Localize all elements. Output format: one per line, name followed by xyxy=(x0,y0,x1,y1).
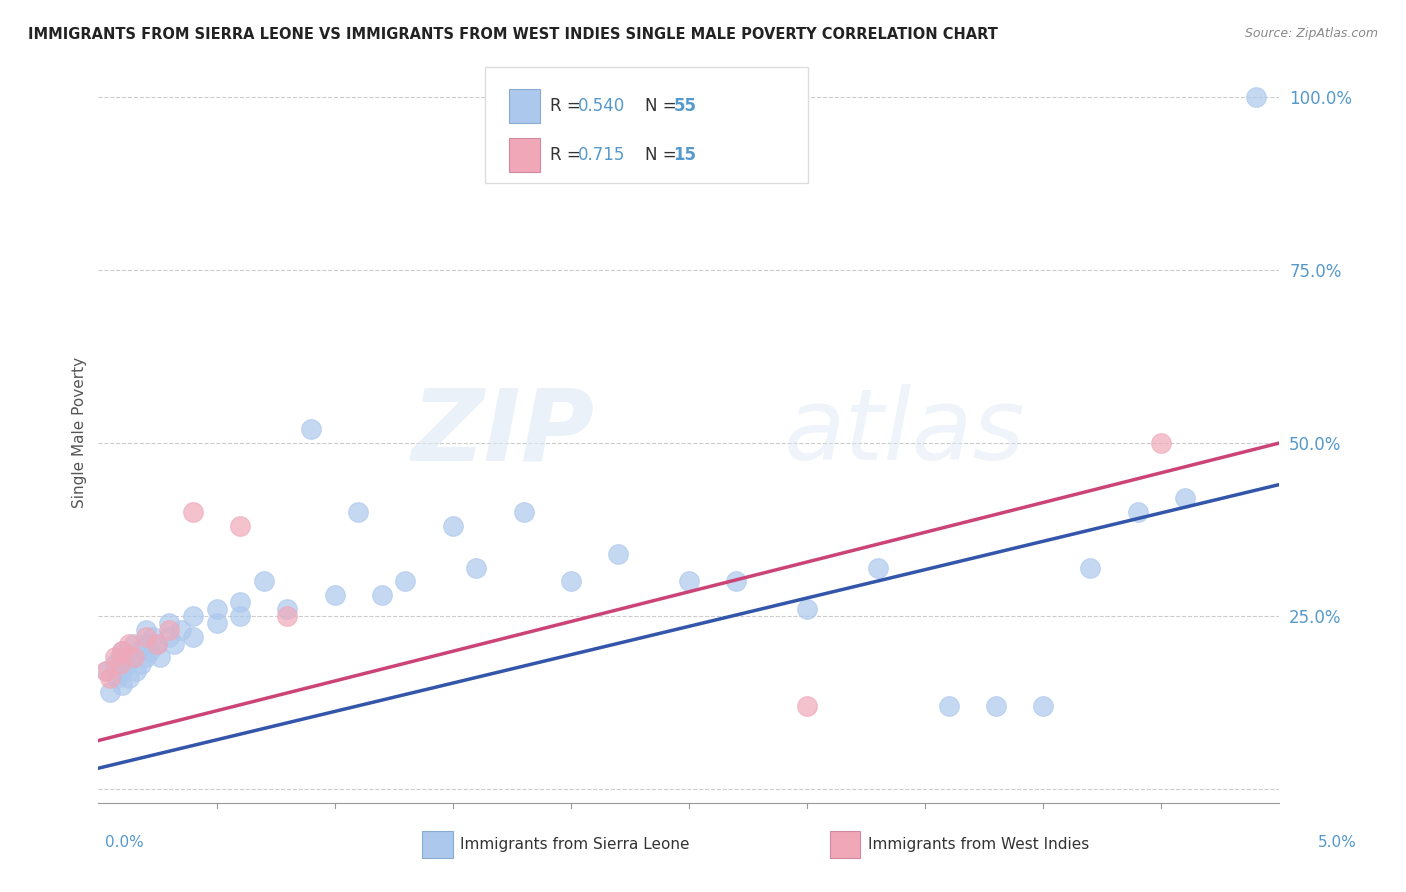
Point xyxy=(725,574,748,589)
Point xyxy=(157,630,180,644)
Point xyxy=(142,630,165,644)
Point xyxy=(146,637,169,651)
Point xyxy=(129,657,152,672)
Point xyxy=(163,637,186,651)
Point xyxy=(512,505,534,519)
Point xyxy=(796,698,818,713)
Point xyxy=(115,657,138,672)
Point xyxy=(146,637,169,651)
Text: IMMIGRANTS FROM SIERRA LEONE VS IMMIGRANTS FROM WEST INDIES SINGLE MALE POVERTY : IMMIGRANTS FROM SIERRA LEONE VS IMMIGRAN… xyxy=(28,27,998,42)
Point xyxy=(205,615,228,630)
Text: Immigrants from West Indies: Immigrants from West Indies xyxy=(868,838,1088,852)
Point xyxy=(105,671,128,685)
Point xyxy=(205,602,228,616)
Point xyxy=(607,547,630,561)
Point xyxy=(118,671,141,685)
Text: N =: N = xyxy=(645,96,682,114)
Text: 0.0%: 0.0% xyxy=(105,836,145,850)
Point xyxy=(299,422,322,436)
Point xyxy=(111,678,134,692)
Point xyxy=(108,657,131,672)
Point xyxy=(181,609,204,624)
Point xyxy=(128,643,150,657)
Point xyxy=(125,665,148,679)
Point xyxy=(135,623,157,637)
Point xyxy=(98,685,121,699)
Point xyxy=(465,560,488,574)
Point xyxy=(181,505,204,519)
Point xyxy=(796,602,818,616)
Point xyxy=(1080,560,1102,574)
Text: N =: N = xyxy=(645,146,682,164)
Point xyxy=(122,637,145,651)
Point xyxy=(121,650,143,665)
Point xyxy=(104,650,127,665)
Text: R =: R = xyxy=(550,96,586,114)
Point xyxy=(149,650,172,665)
Point xyxy=(984,698,1007,713)
Point xyxy=(938,698,960,713)
Point xyxy=(441,519,464,533)
Point xyxy=(253,574,276,589)
Point xyxy=(276,609,298,624)
Point xyxy=(135,630,157,644)
Text: Immigrants from Sierra Leone: Immigrants from Sierra Leone xyxy=(460,838,689,852)
Point xyxy=(104,657,127,672)
Point xyxy=(98,671,121,685)
Text: Source: ZipAtlas.com: Source: ZipAtlas.com xyxy=(1244,27,1378,40)
Point xyxy=(1174,491,1197,506)
Point xyxy=(181,630,204,644)
Point xyxy=(118,637,141,651)
Text: R =: R = xyxy=(550,146,586,164)
Point xyxy=(157,623,180,637)
Point xyxy=(1150,436,1173,450)
Text: 0.540: 0.540 xyxy=(578,96,626,114)
Point xyxy=(347,505,370,519)
Point xyxy=(157,615,180,630)
Point xyxy=(111,665,134,679)
Text: atlas: atlas xyxy=(783,384,1025,481)
Point xyxy=(111,643,134,657)
Text: 55: 55 xyxy=(673,96,696,114)
Point xyxy=(1126,505,1149,519)
Point xyxy=(276,602,298,616)
Y-axis label: Single Male Poverty: Single Male Poverty xyxy=(72,357,87,508)
Point xyxy=(371,588,394,602)
Point xyxy=(229,609,252,624)
Point xyxy=(135,637,157,651)
Point xyxy=(170,623,193,637)
Text: 15: 15 xyxy=(673,146,696,164)
Point xyxy=(1244,90,1267,104)
Point xyxy=(139,643,162,657)
Point xyxy=(560,574,582,589)
Point xyxy=(94,665,117,679)
Text: 0.715: 0.715 xyxy=(578,146,626,164)
Point xyxy=(394,574,416,589)
Point xyxy=(229,519,252,533)
Point xyxy=(108,650,131,665)
Point xyxy=(323,588,346,602)
Point xyxy=(1032,698,1054,713)
Point xyxy=(94,665,117,679)
Point xyxy=(229,595,252,609)
Point xyxy=(122,650,145,665)
Text: 5.0%: 5.0% xyxy=(1317,836,1357,850)
Point xyxy=(678,574,700,589)
Point xyxy=(866,560,889,574)
Point xyxy=(135,650,157,665)
Text: ZIP: ZIP xyxy=(412,384,595,481)
Point xyxy=(111,643,134,657)
